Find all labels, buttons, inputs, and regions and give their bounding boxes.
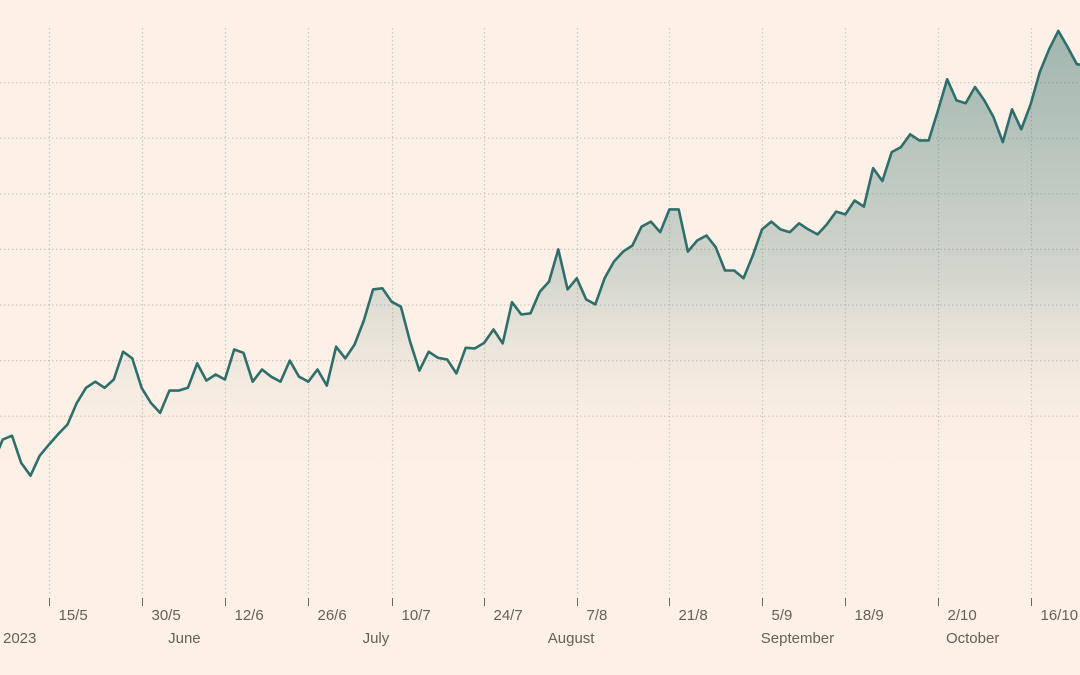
month-label: August [548,630,596,647]
month-label: September [761,630,834,647]
x-tick-label: 21/8 [679,607,708,624]
x-tick-label: 10/7 [402,607,431,624]
x-tick-label: 30/5 [152,607,181,624]
series-line [0,29,1080,477]
x-axis: 15/5 30/5 12/6 26/6 10/7 24/7 7/8 21/8 5/9 18/9 2/… [3,598,1078,647]
x-tick-label: 12/6 [235,607,264,624]
x-tick-label: 5/9 [772,607,793,624]
month-label: October [946,630,999,647]
area-fill [0,30,1080,594]
x-tick-label: 16/10 [1041,607,1079,624]
x-tick-label: 15/5 [59,607,88,624]
x-tick-label: 18/9 [855,607,884,624]
month-label: July [363,630,390,647]
month-label: 2023 [3,630,36,647]
x-tick-label: 24/7 [494,607,523,624]
x-tick-label: 26/6 [318,607,347,624]
x-tick-label: 2/10 [948,607,977,624]
x-tick-label: 7/8 [587,607,608,624]
month-label: June [168,630,201,647]
